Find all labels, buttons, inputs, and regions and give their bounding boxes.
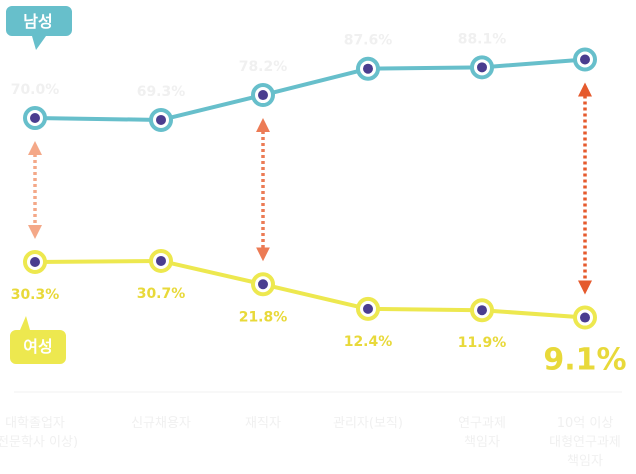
- value-label-male-4: 88.1%: [458, 31, 507, 47]
- category-label-1-0: 신규채용자: [131, 416, 191, 431]
- category-label-5-2: 책임자: [567, 454, 603, 469]
- series-line-male: [33, 57, 587, 122]
- point-female-1: [156, 255, 166, 266]
- point-female-0: [30, 257, 40, 267]
- point-female-2: [258, 279, 268, 290]
- legend-female: 여성: [10, 316, 66, 364]
- value-label-male-1: 69.3%: [137, 84, 186, 100]
- series-line-female: [33, 258, 587, 320]
- point-male-3: [363, 63, 373, 74]
- legend-male-label: 남성: [23, 12, 52, 31]
- value-label-female-4: 11.9%: [458, 335, 507, 351]
- value-label-female-1: 30.7%: [137, 286, 186, 302]
- point-male-4: [477, 62, 487, 73]
- point-female-5: [580, 312, 590, 323]
- point-male-0: [30, 113, 40, 123]
- value-label-male-2: 78.2%: [239, 59, 288, 75]
- point-male-1: [156, 114, 166, 125]
- category-label-3-0: 관리자(보직): [333, 416, 403, 431]
- category-label-4-0: 연구과제: [458, 416, 506, 431]
- series-lines: [33, 57, 587, 320]
- legend-female-badge: [10, 316, 66, 364]
- gap-arrows: [28, 82, 592, 295]
- value-label-male-0: 70.0%: [11, 82, 60, 98]
- value-label-female-2: 21.8%: [239, 309, 288, 325]
- point-male-5: [580, 54, 590, 65]
- point-female-3: [363, 303, 373, 314]
- point-male-2: [258, 90, 268, 101]
- category-label-4-1: 책임자: [464, 435, 500, 450]
- value-labels: 70.0% 69.3% 78.2% 87.6% 88.1% 30.3% 30.7% 21.8%…: [11, 31, 627, 377]
- legend-female-label: 여성: [23, 337, 52, 356]
- category-label-0-0: 대학졸업자: [5, 416, 65, 431]
- category-label-2-0: 재직자: [245, 416, 281, 431]
- value-label-female-0: 30.3%: [11, 287, 60, 303]
- value-label-female-3: 12.4%: [344, 334, 393, 350]
- legend-male: 남성: [6, 6, 72, 50]
- point-female-4: [477, 305, 487, 316]
- series-points: [23, 47, 597, 330]
- category-label-5-1: 대형연구과제: [549, 435, 621, 450]
- category-label-0-1: (전문학사 이상): [0, 435, 78, 450]
- legend-male-badge: [6, 6, 72, 50]
- category-label-5-0: 10억 이상: [557, 416, 614, 431]
- value-label-female-5: 9.1%: [543, 343, 626, 378]
- value-label-male-3: 87.6%: [344, 33, 393, 49]
